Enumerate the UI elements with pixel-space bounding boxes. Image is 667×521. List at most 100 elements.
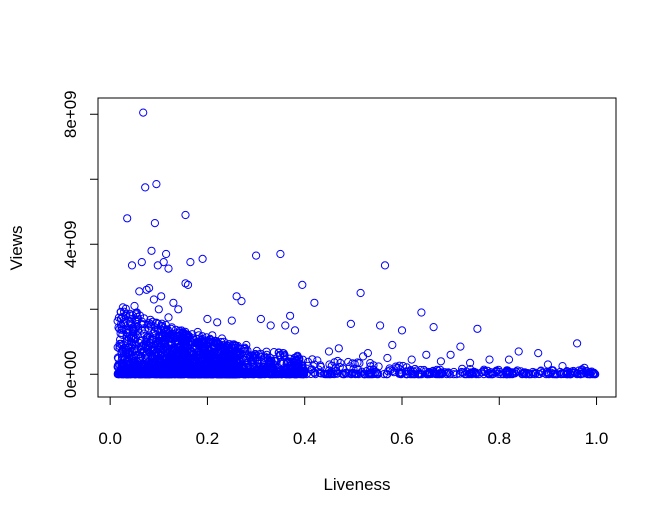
- data-point: [120, 354, 129, 363]
- data-point: [136, 352, 145, 361]
- data-point: [335, 362, 344, 372]
- data-point: [201, 370, 210, 379]
- data-point: [585, 370, 594, 379]
- data-point: [147, 246, 156, 255]
- data-point: [293, 366, 302, 375]
- data-point: [310, 360, 319, 369]
- data-point: [141, 343, 150, 352]
- data-point: [226, 370, 235, 379]
- data-point: [131, 361, 141, 370]
- data-point: [462, 370, 471, 379]
- data-point: [363, 349, 372, 358]
- data-point: [118, 303, 128, 312]
- data-point: [145, 284, 154, 293]
- data-point: [180, 367, 189, 376]
- data-point: [485, 355, 494, 364]
- data-point: [276, 351, 285, 360]
- data-point: [116, 307, 126, 317]
- data-point: [175, 348, 184, 357]
- data-point: [152, 180, 161, 189]
- y-tick-label: 0e+00: [61, 350, 80, 398]
- data-point: [137, 258, 146, 267]
- data-point: [283, 357, 292, 366]
- data-point: [188, 330, 197, 339]
- data-points: [113, 108, 600, 379]
- data-point: [174, 305, 183, 314]
- data-point: [334, 344, 343, 353]
- data-point: [347, 370, 356, 379]
- data-point: [233, 369, 242, 378]
- data-point: [488, 370, 497, 379]
- data-point: [188, 347, 197, 356]
- data-point: [148, 335, 157, 344]
- data-point: [194, 339, 203, 348]
- data-point: [310, 298, 319, 307]
- data-point: [128, 324, 137, 333]
- data-point: [186, 258, 195, 267]
- data-point: [510, 369, 519, 378]
- x-tick-label: 0.4: [293, 429, 317, 448]
- data-point: [134, 315, 143, 324]
- data-point: [160, 361, 170, 370]
- data-point: [346, 319, 355, 328]
- data-point: [162, 249, 171, 259]
- data-point: [160, 366, 169, 375]
- data-point: [547, 368, 556, 377]
- data-point: [356, 288, 365, 298]
- data-point: [279, 359, 288, 368]
- data-point: [249, 355, 258, 364]
- data-point: [200, 338, 209, 347]
- data-point: [198, 254, 207, 263]
- data-point: [303, 357, 313, 366]
- data-point: [235, 363, 244, 372]
- data-point: [444, 368, 453, 377]
- data-point: [298, 280, 307, 289]
- data-point: [218, 344, 228, 353]
- data-point: [504, 355, 514, 364]
- data-point: [536, 366, 546, 375]
- data-point: [124, 370, 133, 379]
- data-point: [124, 343, 133, 352]
- data-point: [116, 366, 126, 375]
- data-point: [125, 349, 134, 358]
- data-point: [195, 340, 205, 349]
- data-point: [270, 356, 280, 365]
- data-point: [181, 210, 190, 220]
- data-point: [180, 354, 189, 363]
- data-point: [212, 369, 221, 378]
- data-point: [388, 340, 397, 350]
- data-point: [237, 297, 246, 306]
- data-point: [180, 349, 189, 358]
- data-point: [172, 359, 181, 368]
- data-point: [349, 365, 358, 374]
- data-point: [286, 311, 295, 320]
- data-point: [404, 367, 413, 376]
- data-point: [445, 370, 454, 379]
- data-point: [176, 356, 185, 366]
- data-point: [154, 355, 163, 364]
- data-point: [176, 341, 185, 350]
- data-point: [115, 324, 124, 333]
- data-point: [325, 360, 334, 369]
- data-point: [436, 357, 445, 366]
- data-point: [120, 307, 129, 316]
- data-point: [150, 364, 159, 373]
- data-point: [228, 355, 237, 364]
- data-point: [288, 363, 297, 372]
- y-axis-title: Views: [7, 225, 26, 270]
- data-point: [145, 332, 155, 341]
- data-point: [167, 370, 176, 379]
- data-point: [157, 292, 166, 301]
- data-point: [179, 330, 188, 339]
- data-point: [150, 219, 159, 228]
- data-point: [249, 370, 258, 379]
- data-point: [567, 367, 576, 376]
- data-point: [492, 367, 501, 376]
- data-point: [113, 361, 123, 370]
- data-point: [298, 368, 307, 377]
- data-point: [422, 350, 431, 359]
- data-point: [590, 370, 600, 379]
- data-point: [152, 319, 161, 328]
- data-point: [166, 347, 175, 356]
- data-point: [376, 321, 385, 330]
